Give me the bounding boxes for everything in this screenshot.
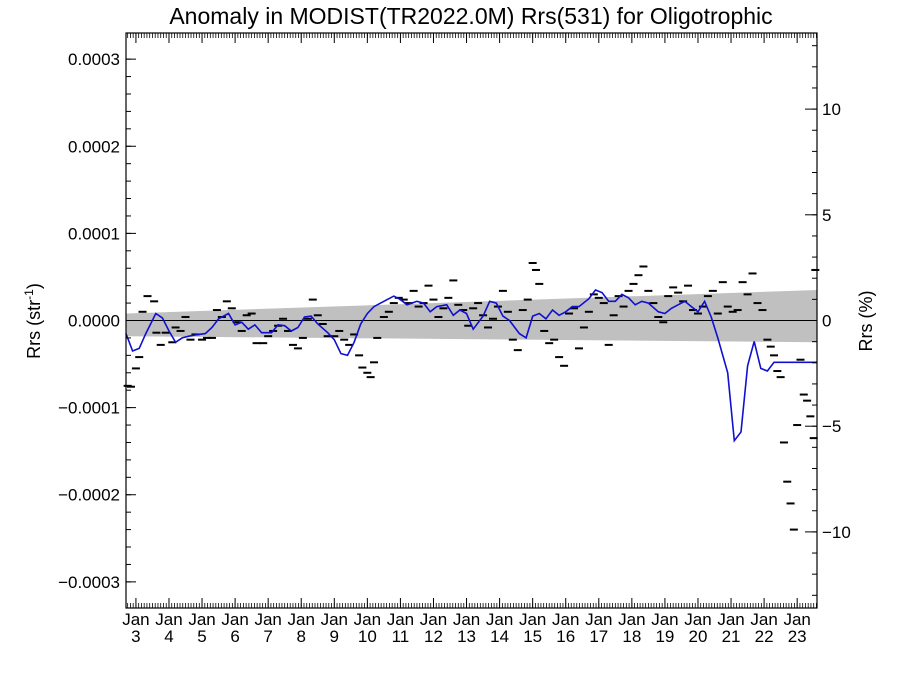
x-tick-label-month: Jan	[651, 610, 678, 629]
x-tick-label-year: 16	[556, 627, 575, 646]
x-tick-label-year: 13	[457, 627, 476, 646]
x-tick-label-year: 9	[330, 627, 339, 646]
x-tick-label-month: Jan	[221, 610, 248, 629]
x-tick-label-year: 19	[655, 627, 674, 646]
x-tick-label-year: 6	[230, 627, 239, 646]
axes: 0.0003 0.0002 0.0001 0.0000 −0.0001 −0.0002 −0…	[58, 32, 851, 646]
y-tick-label-right: 0	[822, 312, 831, 331]
x-tick-label-month: Jan	[519, 610, 546, 629]
x-tick-label-month: Jan	[717, 610, 744, 629]
y-tick-label-left: −0.0001	[58, 399, 120, 418]
x-tick-label-year: 7	[263, 627, 272, 646]
chart-title: Anomaly in MODIST(TR2022.0M) Rrs(531) fo…	[169, 3, 772, 29]
y-tick-label-left: 0.0002	[68, 137, 120, 156]
x-tick-label-year: 12	[424, 627, 443, 646]
x-tick-label-year: 21	[722, 627, 741, 646]
x-tick-label-month: Jan	[188, 610, 215, 629]
x-tick-label-month: Jan	[254, 610, 281, 629]
uncertainty-band	[126, 290, 817, 343]
x-tick-label-month: Jan	[585, 610, 612, 629]
y-tick-label-left: 0.0003	[68, 50, 120, 69]
x-tick-label-month: Jan	[684, 610, 711, 629]
y-axis-label-right: Rrs (%)	[856, 291, 876, 352]
y-tick-label-left: 0.0000	[68, 312, 120, 331]
x-tick-label-year: 18	[622, 627, 641, 646]
smoothed-series-line	[125, 289, 817, 443]
x-tick-label-year: 14	[490, 627, 509, 646]
x-tick-label-year: 5	[197, 627, 206, 646]
x-tick-label-month: Jan	[354, 610, 381, 629]
y-tick-label-right: −10	[822, 523, 851, 542]
x-tick-label-year: 17	[589, 627, 608, 646]
y-tick-label-left: −0.0003	[58, 573, 120, 592]
y-tick-label-left: 0.0001	[68, 224, 120, 243]
x-tick-label-year: 23	[788, 627, 807, 646]
x-tick-label-month: Jan	[321, 610, 348, 629]
x-tick-label-month: Jan	[453, 610, 480, 629]
y-tick-label-right: −5	[822, 417, 841, 436]
y-tick-label-right: 5	[822, 206, 831, 225]
x-tick-label-year: 4	[164, 627, 173, 646]
x-tick-label-year: 15	[523, 627, 542, 646]
x-tick-label-year: 8	[296, 627, 305, 646]
x-tick-label-month: Jan	[750, 610, 777, 629]
x-tick-label-month: Jan	[552, 610, 579, 629]
x-tick-label-month: Jan	[618, 610, 645, 629]
y-tick-label-left: −0.0002	[58, 486, 120, 505]
x-tick-label-month: Jan	[783, 610, 810, 629]
x-tick-label-month: Jan	[486, 610, 513, 629]
y-tick-label-right: 10	[822, 100, 841, 119]
x-tick-label-year: 10	[358, 627, 377, 646]
x-tick-label-year: 11	[392, 627, 410, 646]
x-tick-label-month: Jan	[288, 610, 315, 629]
x-tick-label-year: 3	[131, 627, 140, 646]
plot-area	[123, 262, 820, 531]
x-tick-label-month: Jan	[155, 610, 182, 629]
x-tick-label-year: 20	[689, 627, 708, 646]
x-tick-label-month: Jan	[387, 610, 414, 629]
x-tick-label-year: 22	[755, 627, 774, 646]
y-axis-label-left: Rrs (str-1)	[22, 283, 44, 359]
x-tick-label-month: Jan	[122, 610, 149, 629]
x-tick-label-month: Jan	[420, 610, 447, 629]
